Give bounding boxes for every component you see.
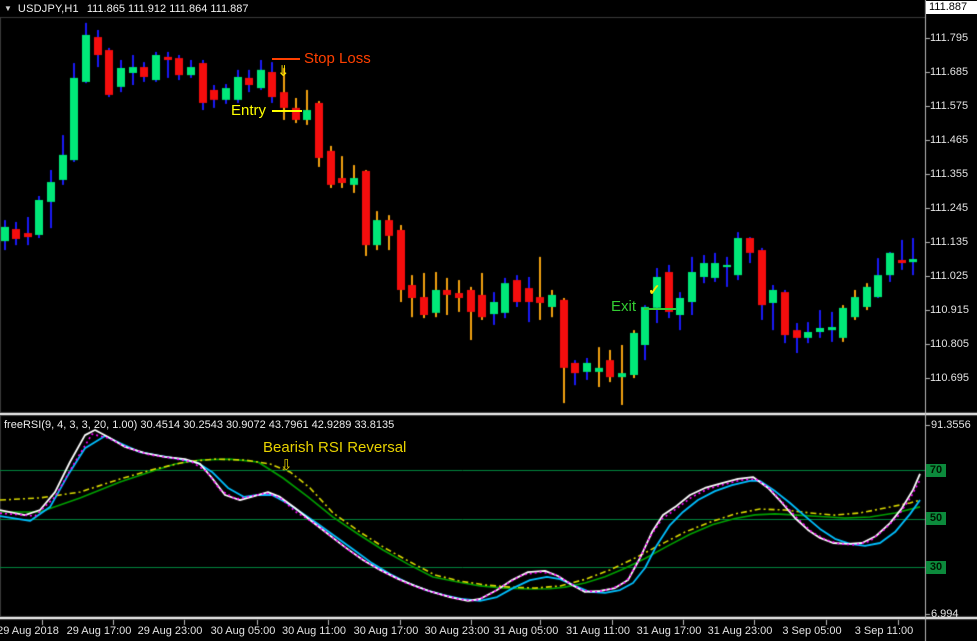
time-axis-label: 30 Aug 17:00 xyxy=(353,625,419,637)
exit-line[interactable] xyxy=(644,308,676,310)
price-axis[interactable]: 111.795 111.685 111.575 111.465 111.355 111.2… xyxy=(930,0,977,413)
symbol-dropdown-icon[interactable]: ▼ xyxy=(4,4,12,13)
ohlc-readout: 111.865 111.912 111.864 111.887 xyxy=(86,3,249,15)
time-axis-label: 31 Aug 05:00 xyxy=(493,625,559,637)
time-axis-label: 30 Aug 05:00 xyxy=(210,625,276,637)
time-axis-label: 29 Aug 23:00 xyxy=(137,625,203,637)
current-price-box: 111.887 xyxy=(926,1,977,14)
time-axis[interactable]: 29 Aug 2018 29 Aug 17:00 29 Aug 23:00 30 Au… xyxy=(0,625,977,641)
bearish-rsi-reversal-label[interactable]: Bearish RSI Reversal xyxy=(263,439,407,456)
exit-checkmark-icon: ✓ xyxy=(648,282,661,299)
rsi-level-badge: 70 xyxy=(926,463,946,477)
time-axis-label: 31 Aug 17:00 xyxy=(636,625,702,637)
entry-label[interactable]: Entry xyxy=(231,102,267,119)
time-axis-label: 29 Aug 17:00 xyxy=(66,625,132,637)
rsi-level-badge: 30 xyxy=(926,560,946,574)
time-axis-label: 3 Sep 05:00 xyxy=(782,625,842,637)
time-axis-label: 30 Aug 11:00 xyxy=(281,625,347,637)
chart-title-bar: ▼ USDJPY,H1 111.865 111.912 111.864 111.88… xyxy=(4,3,249,17)
bearish-reversal-down-arrow-icon: ⇩ xyxy=(280,457,293,474)
price-axis-label: 111.465 xyxy=(930,134,969,147)
entry-down-arrow-icon: ⇓ xyxy=(277,63,290,80)
price-axis-label: 111.135 xyxy=(930,236,969,249)
price-axis-label: 110.805 xyxy=(930,338,969,351)
rsi-indicator-label: freeRSI(9, 4, 3, 3, 20, 1.00) 30.4514 30… xyxy=(4,419,395,431)
stop-loss-label[interactable]: Stop Loss xyxy=(304,50,371,67)
price-axis-label: 111.025 xyxy=(930,270,969,283)
price-axis-label: 111.575 xyxy=(930,100,969,113)
price-axis-label: 110.915 xyxy=(930,304,969,317)
stop-loss-line[interactable] xyxy=(272,58,300,60)
rsi-axis[interactable]: 91.3556 6.994 70 50 30 xyxy=(926,415,977,620)
rsi-level-badge: 50 xyxy=(926,512,946,525)
time-axis-label: 31 Aug 23:00 xyxy=(707,625,773,637)
price-axis-label: 111.355 xyxy=(930,168,969,181)
entry-line[interactable] xyxy=(272,110,302,112)
rsi-axis-label: 91.3556 xyxy=(931,419,971,431)
price-axis-label: 110.695 xyxy=(930,372,969,385)
price-axis-label: 111.795 xyxy=(930,32,969,45)
rsi-axis-label: 6.994 xyxy=(931,608,959,620)
time-axis-label: 3 Sep 11:00 xyxy=(854,625,914,637)
price-axis-label: 111.685 xyxy=(930,66,969,79)
exit-label[interactable]: Exit xyxy=(611,298,637,315)
time-axis-label: 31 Aug 11:00 xyxy=(565,625,631,637)
price-axis-label: 111.245 xyxy=(930,202,969,215)
symbol-period-label: USDJPY,H1 xyxy=(17,3,79,15)
time-axis-label: 30 Aug 23:00 xyxy=(424,625,490,637)
time-axis-label: 29 Aug 2018 xyxy=(0,625,59,637)
